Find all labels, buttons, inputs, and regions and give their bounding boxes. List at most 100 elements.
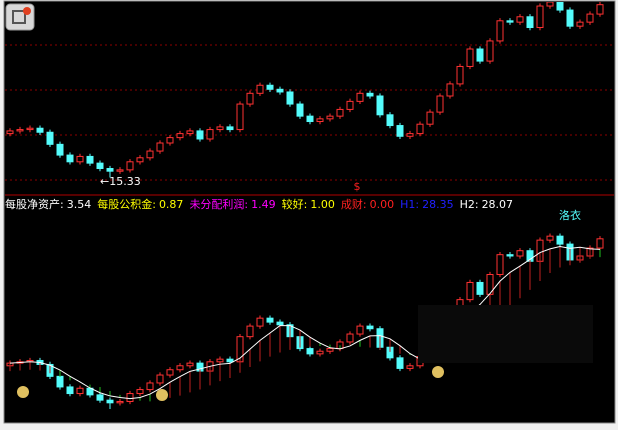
candle-body (506, 20, 514, 23)
candle-body (496, 254, 504, 276)
indicator-value: 0.00 (370, 198, 395, 211)
candle-body (96, 162, 104, 170)
candle-body (446, 83, 454, 97)
candle-body (366, 92, 374, 97)
candle-body (156, 142, 164, 152)
candle-body (546, 2, 554, 7)
candle-body (246, 92, 254, 105)
candle-body (276, 88, 284, 93)
app-icon-glyph (12, 10, 26, 24)
candle-body (536, 5, 544, 29)
indicator-label: H1: (400, 198, 419, 211)
candle-body (166, 369, 174, 376)
candle-body (476, 48, 484, 62)
ma-line (9, 245, 601, 400)
candle-body (496, 20, 504, 42)
candle-body (526, 16, 534, 29)
candle-body (276, 321, 284, 326)
candle-body (146, 382, 154, 391)
candle-body (106, 168, 114, 172)
candle-body (576, 21, 584, 27)
low-annotation: ←15.33 (100, 175, 141, 188)
candle-body (386, 114, 394, 127)
candle-body (506, 254, 514, 257)
candle-body (406, 365, 414, 369)
candle-body (266, 317, 274, 323)
candle-body (226, 126, 234, 131)
indicator-label: 成财: (341, 197, 367, 211)
candle-body (376, 95, 384, 116)
indicator-value: 28.35 (422, 198, 454, 211)
indicator-label: 每股净资产: (5, 197, 64, 211)
candle-body (66, 386, 74, 395)
candle-body (476, 281, 484, 295)
candle-body (106, 399, 114, 404)
candle-body (586, 13, 594, 23)
candle-body (396, 357, 404, 369)
indicator-value: 1.49 (251, 198, 276, 211)
app-icon[interactable] (5, 3, 35, 31)
candle-body (596, 238, 604, 249)
indicator-value: 0.87 (159, 198, 184, 211)
candle-body (466, 281, 474, 301)
candle-body (66, 154, 74, 163)
candle-body (566, 9, 574, 27)
candle-body (56, 375, 64, 388)
candle-body (356, 92, 364, 102)
candle-body (316, 118, 324, 123)
candle-body (406, 133, 414, 137)
candle-body (216, 358, 224, 363)
indicator-value: 3.54 (67, 198, 92, 211)
candle-body (96, 394, 104, 401)
candle-body (516, 16, 524, 23)
candle-body (556, 2, 564, 11)
indicator-label: 未分配利润: (189, 197, 248, 211)
candle-body (366, 325, 374, 330)
candle-body (516, 250, 524, 257)
candle-body (256, 317, 264, 327)
candle-body (26, 127, 34, 131)
candle-body (116, 169, 124, 172)
indicator-value: 1.00 (310, 198, 335, 211)
candle-body (156, 374, 164, 384)
candle-body (56, 143, 64, 156)
candle-body (266, 84, 274, 90)
candle-body (116, 400, 124, 404)
candle-body (246, 325, 254, 338)
candle-body (86, 155, 94, 164)
candle-body (326, 348, 334, 352)
candle-body (296, 103, 304, 117)
candle-body (136, 157, 144, 163)
candle-body (206, 129, 214, 140)
candle-body (136, 389, 144, 395)
candle-body (356, 325, 364, 335)
indicator-label: 较好: (282, 197, 308, 211)
candle-body (486, 40, 494, 62)
candle-body (126, 393, 134, 402)
candle-body (186, 362, 194, 367)
candle-body (216, 126, 224, 131)
candle-body (346, 333, 354, 343)
candle-body (546, 235, 554, 241)
candle-body (306, 348, 314, 355)
candle-body (596, 4, 604, 15)
candle-body (396, 125, 404, 137)
candle-body (286, 91, 294, 105)
candle-body (16, 129, 24, 132)
candle-body (126, 161, 134, 171)
candle-body (326, 115, 334, 120)
candle-body (306, 115, 314, 123)
candle-body (456, 65, 464, 85)
money-icons (17, 366, 444, 401)
candle-body (176, 133, 184, 139)
candle-body (256, 84, 264, 94)
candle-body (76, 155, 84, 163)
candle-body (416, 123, 424, 135)
candle-body (556, 235, 564, 245)
candle-body (166, 137, 174, 144)
candle-body (346, 100, 354, 110)
candle-body (466, 48, 474, 67)
indicator-value: 28.07 (482, 198, 514, 211)
app-icon-badge (23, 7, 31, 15)
